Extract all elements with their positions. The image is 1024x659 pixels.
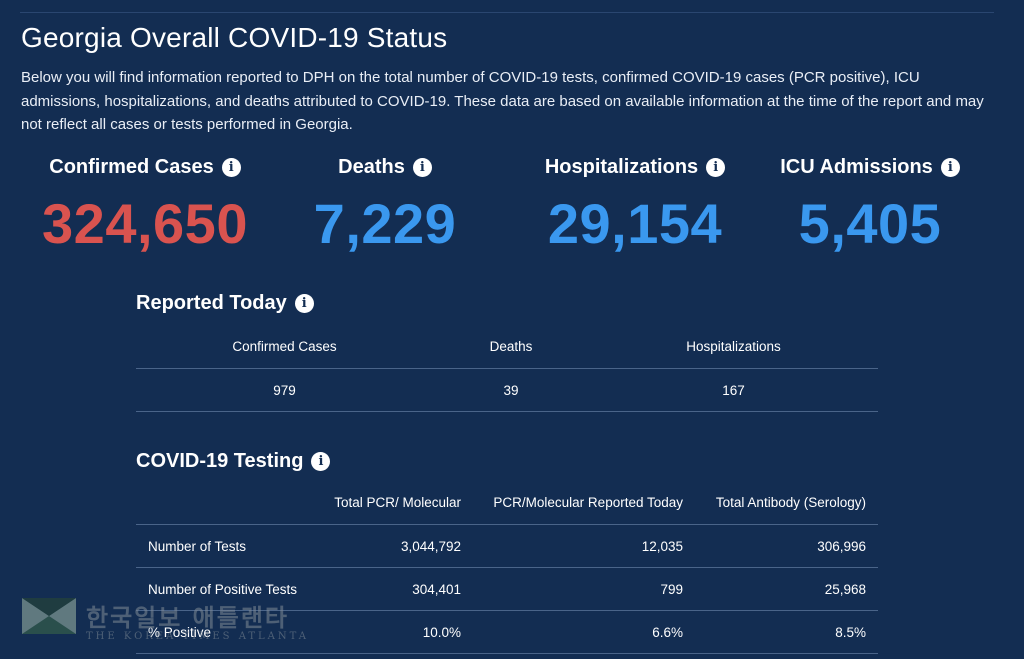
table-cell: 306,996 bbox=[817, 538, 866, 554]
info-icon[interactable]: i bbox=[221, 158, 241, 177]
column-header: PCR/Molecular Reported Today bbox=[493, 494, 683, 510]
table-row: Number of Positive Tests 304,401 799 25,… bbox=[136, 568, 878, 611]
reported-today-table: Confirmed Cases Deaths Hospitalizations … bbox=[136, 326, 878, 412]
column-header: Deaths bbox=[489, 338, 533, 354]
table-row: Number of Tests 3,044,792 12,035 306,996 bbox=[136, 525, 878, 568]
table-header-row: Confirmed Cases Deaths Hospitalizations bbox=[136, 326, 878, 366]
watermark-english: THE KOREA TIMES ATLANTA bbox=[86, 631, 309, 642]
stat-value: 324,650 bbox=[42, 192, 248, 255]
table-cell: 12,035 bbox=[641, 538, 683, 554]
watermark: 한국일보 애틀랜타 THE KOREA TIMES ATLANTA bbox=[22, 598, 309, 642]
stat-value: 5,405 bbox=[798, 192, 942, 255]
table-cell: 6.6% bbox=[652, 624, 683, 640]
row-label: Number of Positive Tests bbox=[148, 581, 298, 597]
row-label: % Positive bbox=[148, 624, 212, 640]
table-cell: 10.0% bbox=[422, 624, 461, 640]
info-icon[interactable]: i bbox=[294, 294, 314, 313]
stat-value: 29,154 bbox=[547, 192, 723, 255]
table-row: 979 39 167 bbox=[136, 368, 878, 412]
intro-text: Below you will find information reported… bbox=[21, 69, 984, 133]
table-header-row: Total PCR/ Molecular PCR/Molecular Repor… bbox=[136, 480, 878, 525]
table-cell: 979 bbox=[273, 382, 296, 398]
table-cell: 39 bbox=[503, 382, 519, 398]
stat-label: ICU Admissions bbox=[780, 156, 933, 178]
stat-label: Hospitalizations bbox=[544, 156, 699, 178]
column-header: Hospitalizations bbox=[686, 338, 781, 354]
covid-testing-heading: COVID-19 Testing i bbox=[136, 450, 331, 473]
info-icon[interactable]: i bbox=[706, 158, 726, 177]
table-cell: 799 bbox=[660, 581, 683, 597]
watermark-korean: 한국일보 애틀랜타 bbox=[86, 604, 289, 632]
stat-value: 7,229 bbox=[313, 192, 457, 255]
info-icon[interactable]: i bbox=[940, 158, 960, 177]
page-title: Georgia Overall COVID-19 Status bbox=[21, 22, 448, 53]
reported-today-heading: Reported Today i bbox=[136, 292, 314, 315]
stat-label: Confirmed Cases bbox=[49, 156, 214, 178]
column-header: Total PCR/ Molecular bbox=[334, 494, 461, 510]
table-cell: 8.5% bbox=[835, 624, 866, 640]
stat-icu-admissions: ICU Admissions i 5,405 bbox=[770, 156, 970, 256]
newspaper-logo-icon bbox=[22, 598, 76, 634]
info-icon[interactable]: i bbox=[311, 452, 331, 471]
row-label: Number of Tests bbox=[148, 538, 247, 554]
column-header: Total Antibody (Serology) bbox=[715, 494, 866, 510]
table-cell: 167 bbox=[722, 382, 745, 398]
table-row: % Positive 10.0% 6.6% 8.5% bbox=[136, 611, 878, 654]
stat-hospitalizations: Hospitalizations i 29,154 bbox=[520, 156, 750, 256]
stat-deaths: Deaths i 7,229 bbox=[290, 156, 480, 256]
section-title: COVID-19 Testing bbox=[136, 450, 304, 472]
table-cell: 25,968 bbox=[824, 581, 866, 597]
table-cell: 3,044,792 bbox=[400, 538, 461, 554]
stat-label: Deaths bbox=[338, 156, 405, 178]
covid-testing-table: Total PCR/ Molecular PCR/Molecular Repor… bbox=[136, 480, 878, 654]
table-cell: 304,401 bbox=[412, 581, 461, 597]
section-title: Reported Today bbox=[136, 292, 287, 314]
stat-confirmed-cases: Confirmed Cases i 324,650 bbox=[30, 156, 260, 256]
info-icon[interactable]: i bbox=[412, 158, 432, 177]
top-divider bbox=[20, 12, 994, 13]
column-header: Confirmed Cases bbox=[232, 338, 337, 354]
